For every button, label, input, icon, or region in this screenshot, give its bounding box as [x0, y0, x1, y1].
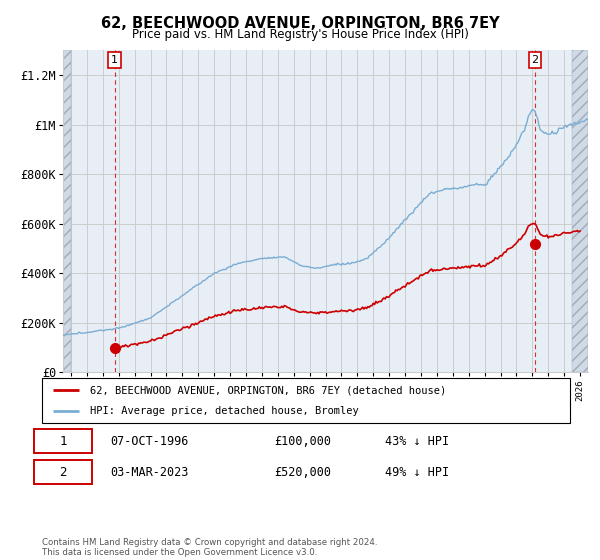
Bar: [63, 50, 71, 372]
Bar: [572, 50, 588, 372]
Text: £100,000: £100,000: [274, 435, 331, 448]
FancyBboxPatch shape: [34, 460, 92, 484]
Text: Price paid vs. HM Land Registry's House Price Index (HPI): Price paid vs. HM Land Registry's House …: [131, 28, 469, 41]
FancyBboxPatch shape: [34, 430, 92, 453]
Text: 2: 2: [532, 55, 539, 65]
Text: 62, BEECHWOOD AVENUE, ORPINGTON, BR6 7EY (detached house): 62, BEECHWOOD AVENUE, ORPINGTON, BR6 7EY…: [89, 385, 446, 395]
Text: 2: 2: [59, 465, 67, 479]
Text: 1: 1: [59, 435, 67, 448]
Text: HPI: Average price, detached house, Bromley: HPI: Average price, detached house, Brom…: [89, 405, 358, 416]
Text: 43% ↓ HPI: 43% ↓ HPI: [385, 435, 449, 448]
Text: 1: 1: [111, 55, 118, 65]
Text: Contains HM Land Registry data © Crown copyright and database right 2024.
This d: Contains HM Land Registry data © Crown c…: [42, 538, 377, 557]
Text: £520,000: £520,000: [274, 465, 331, 479]
Text: 62, BEECHWOOD AVENUE, ORPINGTON, BR6 7EY: 62, BEECHWOOD AVENUE, ORPINGTON, BR6 7EY: [101, 16, 499, 31]
Text: 03-MAR-2023: 03-MAR-2023: [110, 465, 189, 479]
Text: 49% ↓ HPI: 49% ↓ HPI: [385, 465, 449, 479]
Text: 07-OCT-1996: 07-OCT-1996: [110, 435, 189, 448]
